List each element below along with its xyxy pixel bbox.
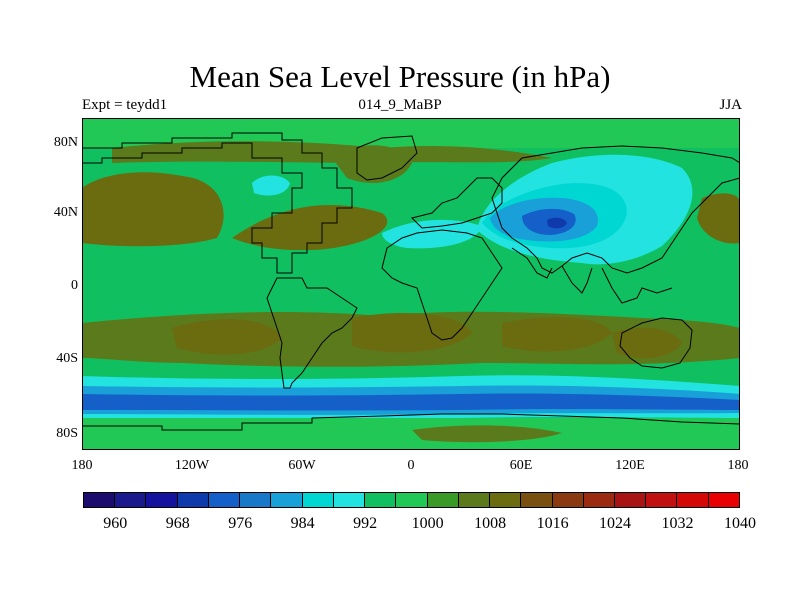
colorbar-swatch (489, 492, 522, 508)
pressure-map-svg (82, 118, 740, 450)
colorbar-swatch (613, 492, 647, 508)
map-title: Mean Sea Level Pressure (in hPa) (189, 59, 611, 94)
colorbar-swatch (645, 492, 678, 508)
experiment-label: Expt = teydd1 (82, 97, 168, 113)
lon-label-180w: 180 (71, 458, 93, 473)
lon-label-120w: 120W (174, 458, 210, 473)
colorbar-label: 1008 (474, 515, 507, 532)
colorbar-label: 992 (353, 515, 378, 532)
colorbar-swatch (426, 492, 459, 508)
colorbar-swatch (83, 492, 116, 508)
colorbar-swatch (145, 492, 178, 508)
colorbar-swatch (582, 492, 615, 508)
lon-label-180e: 180 (727, 458, 749, 473)
high-south-pacific (172, 319, 282, 355)
colorbar-swatch (395, 492, 428, 508)
high-north-pacific (82, 172, 224, 247)
colorbar-label: 976 (228, 515, 253, 532)
colorbar-swatch (176, 492, 209, 508)
time-label: 014_9_MaBP (358, 97, 442, 113)
lat-label-0: 0 (71, 278, 78, 293)
low-mediterranean (382, 219, 482, 249)
colorbar-swatch (364, 492, 397, 508)
lon-label-60e: 60E (509, 458, 533, 473)
colorbar-label: 984 (290, 515, 315, 532)
colorbar-label: 1024 (599, 515, 632, 532)
lat-label-80n: 80N (53, 135, 78, 150)
coast-europe (411, 177, 503, 229)
colorbar (83, 492, 740, 508)
lon-label-120e: 120E (615, 458, 645, 473)
coast-antarctica (82, 413, 740, 431)
coast-greenland (356, 135, 418, 181)
high-australia (612, 327, 682, 359)
coast-north-america (82, 132, 353, 274)
colorbar-swatch (332, 492, 366, 508)
coast-asia (491, 145, 740, 274)
season-label: JJA (719, 97, 742, 113)
high-pacific-east (697, 193, 740, 244)
pressure-map (82, 118, 740, 450)
field-antarctic (82, 418, 740, 450)
lat-label-80s: 80S (56, 426, 78, 441)
colorbar-label: 1016 (536, 515, 569, 532)
colorbar-swatch (676, 492, 709, 508)
lon-label-0: 0 (407, 458, 415, 473)
colorbar-label: 1032 (661, 515, 694, 532)
low-asia-center (547, 217, 567, 229)
coastlines (82, 132, 740, 431)
field-tropics (82, 263, 740, 303)
colorbar-swatch (457, 492, 491, 508)
colorbar-swatch (270, 492, 303, 508)
high-indian-ocean (502, 317, 612, 352)
coast-australia (619, 317, 693, 369)
colorbar-label: 1040 (724, 515, 756, 532)
lat-label-40s: 40S (56, 351, 78, 366)
lat-label-40n: 40N (53, 205, 78, 220)
colorbar-swatch (301, 492, 334, 508)
low-southern-blue (82, 393, 740, 411)
colorbar-label: 968 (165, 515, 190, 532)
lon-label-60w: 60W (288, 458, 316, 473)
coast-arabia-india (511, 247, 593, 294)
coast-southeast-asia (601, 267, 673, 304)
colorbar-label: 960 (103, 515, 128, 532)
coast-africa (381, 229, 503, 341)
colorbar-swatch (520, 492, 553, 508)
high-antarctica (412, 425, 562, 443)
colorbar-swatch (239, 492, 272, 508)
colorbar-swatch (207, 492, 241, 508)
colorbar-swatch (551, 492, 584, 508)
colorbar-swatch (707, 492, 740, 508)
high-south-atlantic (352, 313, 472, 353)
low-north-america (252, 175, 290, 196)
colorbar-label: 1000 (411, 515, 444, 532)
high-north-atlantic (232, 205, 388, 251)
colorbar-swatch (114, 492, 147, 508)
coast-south-america (266, 277, 358, 389)
